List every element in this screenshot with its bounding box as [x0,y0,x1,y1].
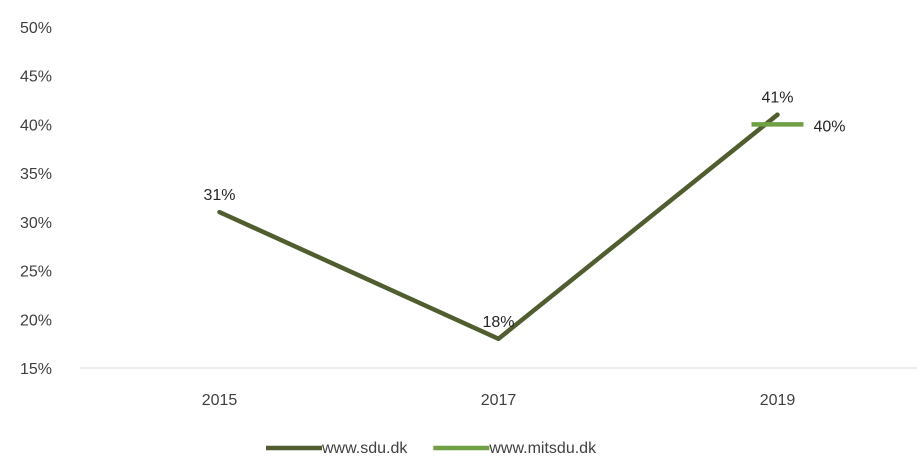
x-tick-label: 2019 [760,392,796,409]
y-tick-label: 30% [20,215,52,232]
data-label: 40% [814,118,846,135]
series-line-0 [217,112,780,342]
y-tick-label: 45% [20,69,52,86]
y-tick-label: 40% [20,117,52,134]
data-label: 41% [761,90,793,107]
y-tick-label: 25% [20,264,52,281]
legend-label: www.mitsdu.dk [488,440,597,457]
y-tick-label: 20% [20,312,52,329]
y-tick-label: 35% [20,166,52,183]
legend: www.sdu.dk www.mitsdu.dk [266,440,597,457]
series-layer [217,112,804,342]
x-tick-label: 2015 [202,392,238,409]
legend-label: www.sdu.dk [321,440,408,457]
y-tick-label: 50% [20,20,52,37]
data-label: 31% [203,187,235,204]
y-tick-label: 15% [20,361,52,378]
data-label: 18% [482,314,514,331]
x-tick-label: 2017 [481,392,517,409]
y-axis: 15% 20% 25% 30% 35% 40% 45% 50% [20,20,52,378]
x-axis: 2015 2017 2019 [202,392,796,409]
data-labels: 31% 18% 41% 40% [203,90,845,331]
